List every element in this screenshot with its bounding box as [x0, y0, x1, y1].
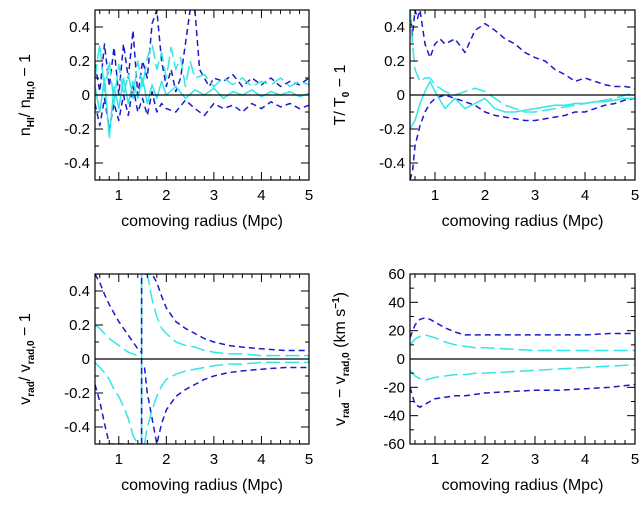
y-axis-title-part: − 1: [332, 64, 349, 91]
x-tick-label: 4: [257, 187, 265, 204]
y-tick-label: 60: [388, 266, 405, 283]
y-tick-label: 0.2: [69, 317, 90, 334]
y-axis-title-part: / n: [17, 99, 34, 117]
y-tick-label: -40: [383, 408, 405, 425]
y-tick-label: -0.4: [379, 155, 405, 172]
x-tick-label: 1: [115, 187, 123, 204]
y-axis-title-part: HI: [26, 117, 37, 127]
y-tick-label: -0.4: [64, 419, 90, 436]
x-tick-label: 5: [305, 451, 313, 468]
panel-top-right: 1 2 3 4 5 -0.4 -0.2 0 0.2 0.4 comoving radius (Mpc…: [332, 9, 639, 230]
x-tick-label: 4: [581, 451, 589, 468]
x-tick-label: 1: [431, 451, 439, 468]
y-tick-label: 0.2: [69, 53, 90, 70]
y-axis-title-part: − v: [332, 376, 349, 402]
y-axis-title-part: rad,0: [26, 340, 37, 364]
x-tick-label: 2: [481, 187, 489, 204]
y-tick-label: 0.4: [69, 19, 90, 36]
x-tick-label: 4: [257, 451, 265, 468]
y-tick-label: -0.2: [64, 121, 90, 138]
panel-top-left: 1 2 3 4 5 -0.4 -0.2 0 0.2 0.4 comoving radius (Mpc…: [17, 9, 313, 230]
y-tick-label: 0: [397, 351, 405, 368]
x-tick-label: 5: [631, 451, 639, 468]
y-tick-label: -0.2: [379, 121, 405, 138]
x-axis-title: comoving radius (Mpc): [442, 213, 604, 230]
y-axis-title: nHI/ nHI,0 − 1: [17, 54, 37, 136]
series-line-1: [410, 317, 635, 339]
y-tick-label: -0.4: [64, 155, 90, 172]
y-axis-title: vrad − vrad,0 (km s−1): [331, 292, 352, 426]
y-axis-title-part: rad: [26, 381, 37, 397]
y-tick-label: 0: [397, 87, 405, 104]
x-tick-label: 1: [115, 451, 123, 468]
series-line-3: [95, 43, 309, 105]
x-tick-label: 5: [305, 187, 313, 204]
y-axis-title: vrad/ vrad,0 − 1: [17, 313, 37, 405]
x-tick-label: 3: [210, 187, 218, 204]
panel-bottom-left: 1 2 3 4 5 -0.4 -0.2 0 0.2 0.4 comoving radius (Mpc…: [17, 273, 313, 494]
y-axis-title-part: rad: [341, 402, 352, 418]
series-line-2: [95, 85, 309, 130]
x-tick-label: 3: [210, 451, 218, 468]
x-axis-title: comoving radius (Mpc): [442, 477, 604, 494]
y-axis-title-part: rad,0: [341, 352, 352, 376]
plot-area: [95, 10, 309, 139]
series-line-4: [95, 361, 309, 444]
y-axis-title-part: n: [17, 127, 34, 136]
y-axis-title-part: (km s: [332, 309, 349, 353]
plot-area: [410, 317, 635, 408]
y-tick-label: 0: [82, 87, 90, 104]
y-axis-title-part: − 1: [17, 313, 34, 340]
series-line-2: [410, 94, 635, 180]
x-tick-label: 2: [162, 187, 170, 204]
series-line-2: [95, 366, 309, 444]
series-line-4: [410, 80, 635, 130]
x-tick-label: 2: [162, 451, 170, 468]
plot-area: [410, 10, 635, 180]
y-axis-title-part: 0: [341, 91, 352, 97]
y-tick-label: -60: [383, 436, 405, 453]
panel-bottom-right: 1 2 3 4 5 -60 -40 -20 0 20 40 60 comoving radius (Mp…: [331, 266, 639, 494]
y-axis-title-part: v: [332, 418, 349, 426]
series-line-2: [410, 383, 635, 408]
x-tick-label: 2: [481, 451, 489, 468]
series-line-4: [410, 363, 635, 382]
series-line-3: [95, 274, 309, 358]
series-line-3: [410, 10, 635, 113]
y-tick-label: 0: [82, 351, 90, 368]
series-line-1: [95, 10, 309, 96]
series-line-3: [410, 334, 635, 352]
y-tick-label: 0.4: [384, 19, 405, 36]
x-tick-label: 1: [431, 187, 439, 204]
y-axis-title-part: HI,0: [26, 81, 37, 100]
y-tick-label: 40: [388, 294, 405, 311]
y-axis-title-part: / v: [17, 364, 34, 381]
x-axis-title: comoving radius (Mpc): [121, 213, 283, 230]
y-tick-label: 20: [388, 323, 405, 340]
y-axis-title-part: −1: [331, 297, 342, 309]
series-line-1: [410, 10, 635, 89]
y-tick-label: -0.2: [64, 385, 90, 402]
x-tick-label: 5: [631, 187, 639, 204]
x-tick-label: 3: [531, 187, 539, 204]
y-axis-title: T/ T0 − 1: [332, 64, 352, 125]
y-tick-label: 0.2: [384, 53, 405, 70]
y-axis-title-part: T/ T: [332, 97, 349, 125]
series-line-1: [95, 274, 309, 353]
y-axis-title-part: v: [17, 397, 34, 405]
x-tick-label: 3: [531, 451, 539, 468]
y-tick-label: -20: [383, 379, 405, 396]
y-axis-title-part: ): [332, 292, 349, 297]
y-axis-title-part: − 1: [17, 54, 34, 81]
y-tick-label: 0.4: [69, 283, 90, 300]
x-axis-title: comoving radius (Mpc): [121, 477, 283, 494]
x-tick-label: 4: [581, 187, 589, 204]
